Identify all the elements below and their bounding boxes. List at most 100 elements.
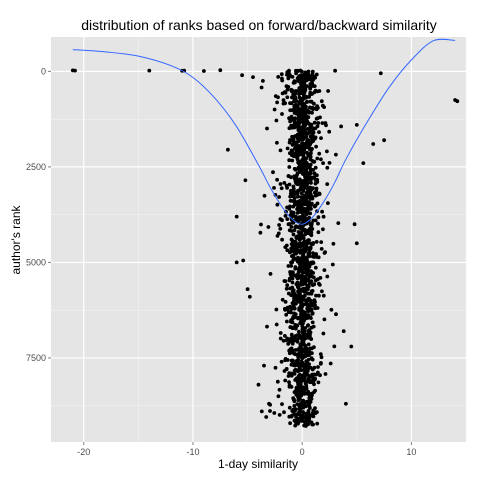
data-point <box>296 79 301 83</box>
data-point <box>307 362 311 367</box>
data-point <box>313 165 318 170</box>
data-point <box>294 250 299 255</box>
data-point <box>308 105 312 110</box>
chart-title: distribution of ranks based on forward/b… <box>81 17 437 33</box>
data-point <box>306 69 311 74</box>
data-point <box>310 69 315 74</box>
data-point <box>307 121 311 126</box>
data-point <box>316 370 320 375</box>
data-point <box>301 330 306 335</box>
data-point <box>305 272 310 277</box>
data-point <box>294 181 298 186</box>
data-point <box>279 186 284 191</box>
data-point <box>275 202 280 207</box>
data-point <box>294 282 299 287</box>
data-point <box>290 153 294 158</box>
data-point <box>281 101 286 106</box>
data-point <box>311 129 315 133</box>
data-point <box>295 157 300 162</box>
data-point <box>311 378 316 383</box>
data-point <box>297 86 302 91</box>
data-point <box>323 121 328 125</box>
data-point <box>295 276 300 281</box>
data-point <box>285 95 290 100</box>
data-point <box>281 98 286 103</box>
data-point <box>321 227 325 232</box>
data-point <box>303 200 308 205</box>
data-point <box>302 77 307 81</box>
data-point <box>321 103 325 108</box>
data-point <box>307 297 311 301</box>
data-point <box>303 354 308 359</box>
data-point <box>303 326 308 330</box>
data-point <box>321 293 326 298</box>
data-point <box>301 131 305 136</box>
data-point <box>290 134 294 139</box>
data-point <box>277 387 282 392</box>
data-point <box>289 310 293 315</box>
data-point <box>287 140 292 145</box>
data-point <box>286 291 291 296</box>
x-tick-label: 10 <box>406 447 416 457</box>
data-point <box>314 144 318 149</box>
data-point <box>302 148 307 153</box>
data-point <box>292 196 297 201</box>
data-point <box>309 325 314 330</box>
data-point <box>274 118 279 123</box>
data-point <box>308 232 313 236</box>
data-point <box>320 121 325 125</box>
data-point <box>304 116 308 121</box>
data-point <box>305 131 310 136</box>
data-point <box>307 291 312 296</box>
data-point <box>310 76 315 81</box>
data-point <box>294 214 298 219</box>
data-point <box>310 137 314 142</box>
smooth-line <box>72 38 456 225</box>
data-point <box>327 161 332 165</box>
data-point <box>287 126 292 131</box>
data-point <box>286 374 291 378</box>
data-point <box>289 264 294 268</box>
data-point <box>292 404 297 408</box>
data-point <box>302 293 307 298</box>
data-point <box>286 264 291 268</box>
data-point <box>354 241 359 246</box>
data-point <box>310 320 315 325</box>
data-point <box>295 339 300 344</box>
data-point <box>322 317 327 322</box>
data-point <box>268 272 273 276</box>
data-point <box>304 365 308 370</box>
data-point <box>302 290 307 294</box>
data-point <box>311 84 315 88</box>
data-point <box>298 97 303 102</box>
data-point <box>306 323 310 327</box>
data-point <box>301 405 306 410</box>
data-point <box>313 411 318 415</box>
data-point <box>282 90 287 95</box>
data-point <box>311 375 315 380</box>
data-point <box>285 72 289 77</box>
data-point <box>289 242 294 247</box>
data-point <box>327 129 332 134</box>
data-point <box>202 69 206 73</box>
data-point <box>301 342 305 347</box>
data-point <box>304 191 309 195</box>
data-point <box>295 389 300 394</box>
data-point <box>297 256 301 261</box>
data-point <box>300 234 305 238</box>
data-point <box>349 344 354 349</box>
data-point <box>275 379 280 384</box>
data-point <box>288 101 292 105</box>
data-point <box>312 282 317 287</box>
data-point <box>273 94 278 98</box>
data-point <box>300 304 304 308</box>
data-point <box>241 258 246 263</box>
data-point <box>291 186 296 191</box>
data-point <box>245 287 250 292</box>
data-point <box>286 85 291 89</box>
data-point <box>306 251 311 256</box>
data-point <box>278 182 283 186</box>
data-point <box>297 410 302 414</box>
data-point <box>318 115 322 120</box>
data-point <box>325 149 329 154</box>
